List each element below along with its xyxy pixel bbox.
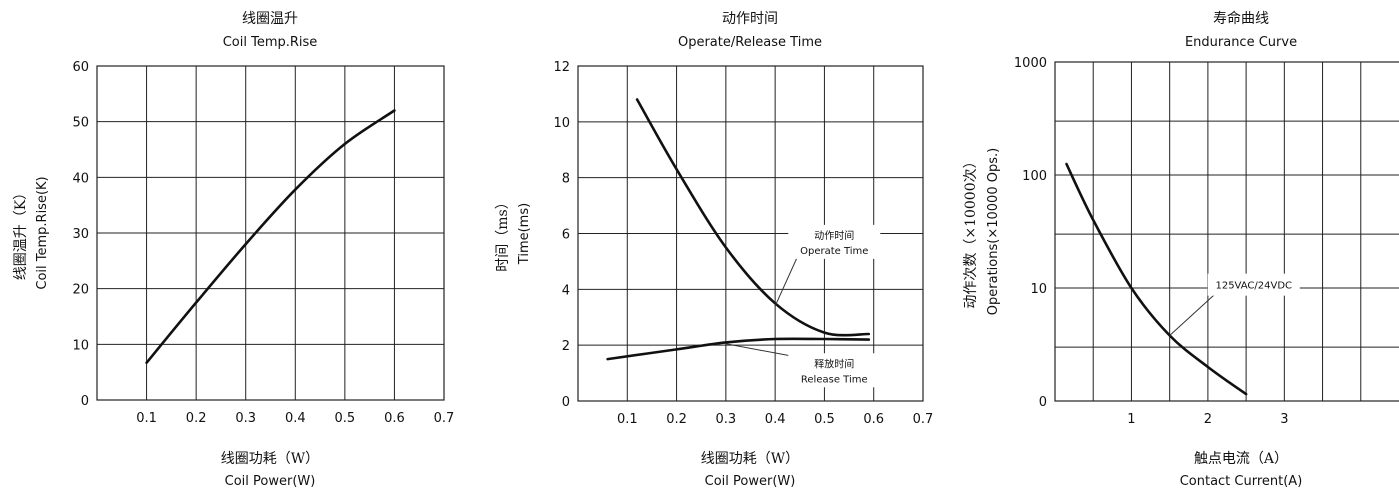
y-tick-label: 0 xyxy=(562,395,570,410)
y-tick-label: 4 xyxy=(562,283,570,298)
callout-label-en: 125VAC/24VDC xyxy=(1215,281,1292,292)
series-line-1 xyxy=(1065,162,1248,396)
y-axis-label: 时间（ms） xyxy=(495,195,511,271)
chart-title: 动作时间 xyxy=(722,11,778,27)
x-tick-label: 0.5 xyxy=(335,411,356,426)
y-tick-label: 30 xyxy=(72,227,89,242)
x-axis-label-en: Contact Current(A) xyxy=(1180,474,1303,489)
x-tick-label: 0.3 xyxy=(235,411,256,426)
callout-label-en: Release Time xyxy=(801,374,868,385)
chart-2: 动作时间 Operate/Release Time 0.1 0.2 0.3 0.4 0.5 0… xyxy=(495,11,933,489)
series-line-1 xyxy=(635,98,871,337)
x-tick-label: 0.5 xyxy=(814,412,835,427)
chart-subtitle: Endurance Curve xyxy=(1185,35,1297,50)
x-tick-label: 0.7 xyxy=(913,412,934,427)
y-tick-label: 40 xyxy=(72,171,89,186)
x-axis-label: 触点电流（A） xyxy=(1194,451,1288,467)
y-tick-label: 10 xyxy=(553,116,570,131)
callout-leader xyxy=(1169,291,1219,336)
x-tick-label: 1 xyxy=(1127,412,1135,427)
callout-leader xyxy=(725,343,799,358)
plot-frame xyxy=(96,65,445,401)
y-tick-label: 12 xyxy=(553,60,570,75)
grid xyxy=(1055,62,1399,401)
y-axis-label: 线圈温升（K） xyxy=(13,186,29,280)
x-axis-label-en: Coil Power(W) xyxy=(225,474,316,489)
chart-title: 寿命曲线 xyxy=(1213,10,1269,27)
y-axis-label: 动作次数（×10000次） xyxy=(963,154,979,308)
callout-label-en: Operate Time xyxy=(800,246,868,257)
x-tick-label: 0.6 xyxy=(863,412,884,427)
y-tick-label: 50 xyxy=(72,116,89,131)
y-tick-label: 2 xyxy=(562,339,570,354)
y-axis-label-en: Coil Temp.Rise(K) xyxy=(35,176,50,289)
y-tick-label: 100 xyxy=(1022,169,1047,184)
x-tick-label: 0.4 xyxy=(285,411,306,426)
x-tick-label: 2 xyxy=(1204,412,1212,427)
y-tick-label: 60 xyxy=(72,60,89,75)
callout-leader xyxy=(774,254,799,307)
y-tick-label: 10 xyxy=(72,338,89,353)
series-line-1 xyxy=(145,109,396,364)
callout-box xyxy=(788,353,881,388)
x-axis-label: 线圈功耗（W） xyxy=(701,451,799,467)
y-tick-label: 6 xyxy=(562,228,570,243)
y-tick-label: 10 xyxy=(1030,282,1047,297)
grid xyxy=(97,66,444,400)
chart-subtitle: Operate/Release Time xyxy=(678,35,822,50)
chart-3: 寿命曲线 Endurance Curve 1 2 3 0 10 100 1000 触点电流（A） C… xyxy=(963,10,1399,489)
x-tick-label: 0.1 xyxy=(136,411,157,426)
callout-label-cn: 动作时间 xyxy=(814,229,854,242)
x-tick-label: 0.1 xyxy=(617,412,638,427)
x-axis-label: 线圈功耗（W） xyxy=(221,451,319,467)
y-tick-label: 1000 xyxy=(1014,56,1047,71)
y-tick-label: 0 xyxy=(81,394,89,409)
plot-frame xyxy=(1054,61,1399,402)
x-tick-label: 0.2 xyxy=(666,412,687,427)
grid xyxy=(578,66,923,401)
callout-box xyxy=(788,224,881,259)
series-line-2 xyxy=(606,337,871,361)
chart-subtitle: Coil Temp.Rise xyxy=(223,35,318,50)
x-tick-label: 3 xyxy=(1280,412,1288,427)
x-tick-label: 0.3 xyxy=(716,412,737,427)
y-axis-label-en: Time(ms) xyxy=(517,203,532,265)
plot-frame xyxy=(577,65,924,402)
chart-title: 线圈温升 xyxy=(242,11,298,27)
callout-box xyxy=(1207,273,1300,296)
y-axis-label-en: Operations(×10000 Ops.) xyxy=(986,148,1001,315)
y-tick-label: 20 xyxy=(72,283,89,298)
x-tick-label: 0.6 xyxy=(384,411,405,426)
y-tick-label: 0 xyxy=(1039,395,1047,410)
x-tick-label: 0.7 xyxy=(434,411,455,426)
y-tick-label: 8 xyxy=(562,172,570,187)
x-tick-label: 0.4 xyxy=(765,412,786,427)
callout-label-cn: 释放时间 xyxy=(814,357,854,370)
x-tick-label: 0.2 xyxy=(186,411,207,426)
chart-1: 线圈温升 Coil Temp.Rise 0.1 0.2 0.3 0.4 0.5 0.6 0.7 0… xyxy=(13,11,454,489)
x-axis-label-en: Coil Power(W) xyxy=(705,474,796,489)
